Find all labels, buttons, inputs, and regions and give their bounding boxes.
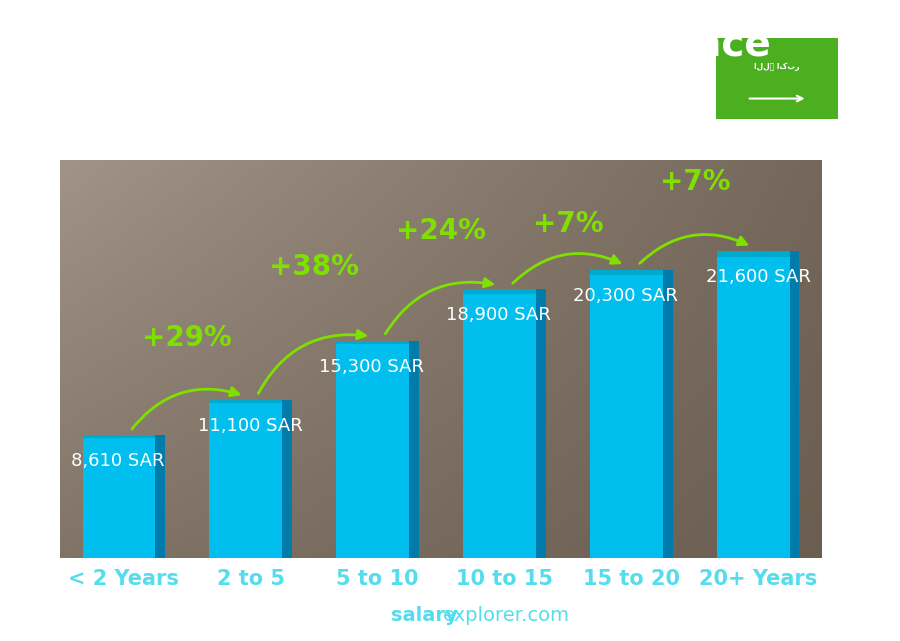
Bar	[210, 400, 282, 403]
Text: 18,900 SAR: 18,900 SAR	[446, 306, 551, 324]
Text: اللہ اکبر: اللہ اکبر	[754, 62, 800, 71]
Text: salary: salary	[392, 606, 458, 625]
Text: +7%: +7%	[660, 168, 730, 196]
Bar	[409, 340, 419, 558]
Text: Salary Comparison By Experience: Salary Comparison By Experience	[36, 26, 770, 63]
Text: Bioinformatics Technician: Bioinformatics Technician	[36, 83, 373, 110]
Bar	[590, 269, 662, 275]
Bar	[464, 290, 536, 294]
Bar	[210, 400, 292, 558]
Bar	[536, 290, 545, 558]
Bar	[717, 251, 789, 256]
Bar	[590, 269, 672, 558]
Text: +29%: +29%	[142, 324, 232, 352]
Text: +38%: +38%	[269, 253, 359, 281]
Text: Average Monthly Salary: Average Monthly Salary	[870, 270, 885, 435]
Bar	[337, 340, 419, 558]
Bar	[83, 435, 155, 438]
Bar	[789, 251, 799, 558]
Bar	[155, 435, 165, 558]
Text: explorer.com: explorer.com	[443, 606, 570, 625]
Bar	[662, 269, 672, 558]
Bar	[282, 400, 292, 558]
Text: 20,300 SAR: 20,300 SAR	[572, 287, 678, 304]
Bar	[464, 290, 545, 558]
Text: +24%: +24%	[396, 217, 486, 246]
Text: +7%: +7%	[533, 210, 603, 238]
Bar	[717, 251, 799, 558]
Text: 21,600 SAR: 21,600 SAR	[706, 268, 811, 286]
Text: 8,610 SAR: 8,610 SAR	[71, 453, 164, 470]
Text: 11,100 SAR: 11,100 SAR	[198, 417, 303, 435]
Bar	[83, 435, 165, 558]
Bar	[337, 340, 409, 344]
Text: 15,300 SAR: 15,300 SAR	[319, 358, 424, 376]
